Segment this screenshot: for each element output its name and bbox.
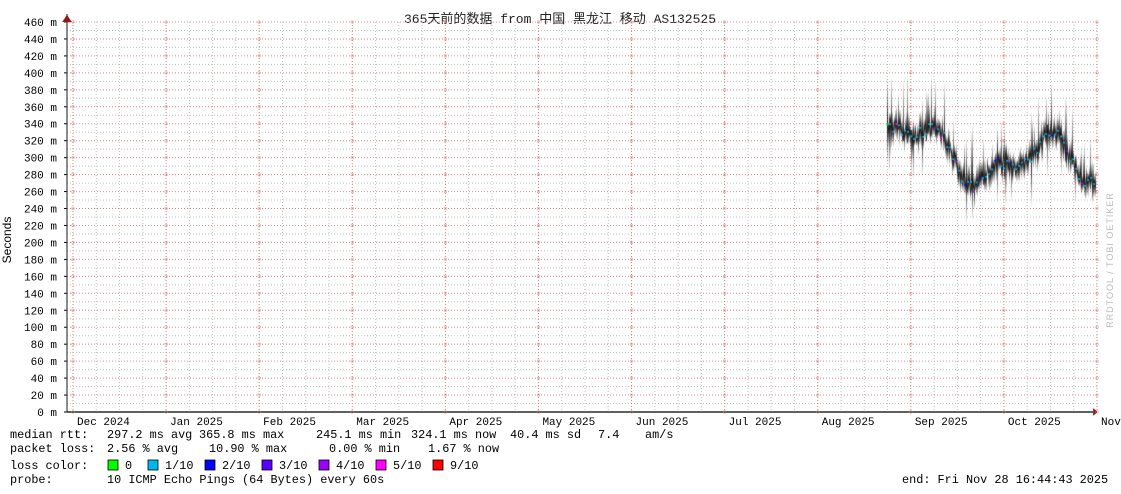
svg-text:probe:10 ICMP Echo Pings (64 B: probe: 10 ICMP Echo Pings (64 Bytes) ever…	[10, 473, 384, 487]
svg-text:3/10: 3/10	[279, 459, 307, 473]
svg-text:loss color:: loss color:	[10, 459, 88, 473]
svg-text:5/10: 5/10	[393, 459, 421, 473]
svg-text:9/10: 9/10	[450, 459, 478, 473]
svg-text:end: Fri Nov 28 16:44:43 2025: end: Fri Nov 28 16:44:43 2025	[902, 473, 1108, 487]
svg-text:1/10: 1/10	[165, 459, 193, 473]
svg-text:0: 0	[125, 459, 132, 473]
svg-text:4/10: 4/10	[336, 459, 364, 473]
svg-text:2/10: 2/10	[222, 459, 250, 473]
